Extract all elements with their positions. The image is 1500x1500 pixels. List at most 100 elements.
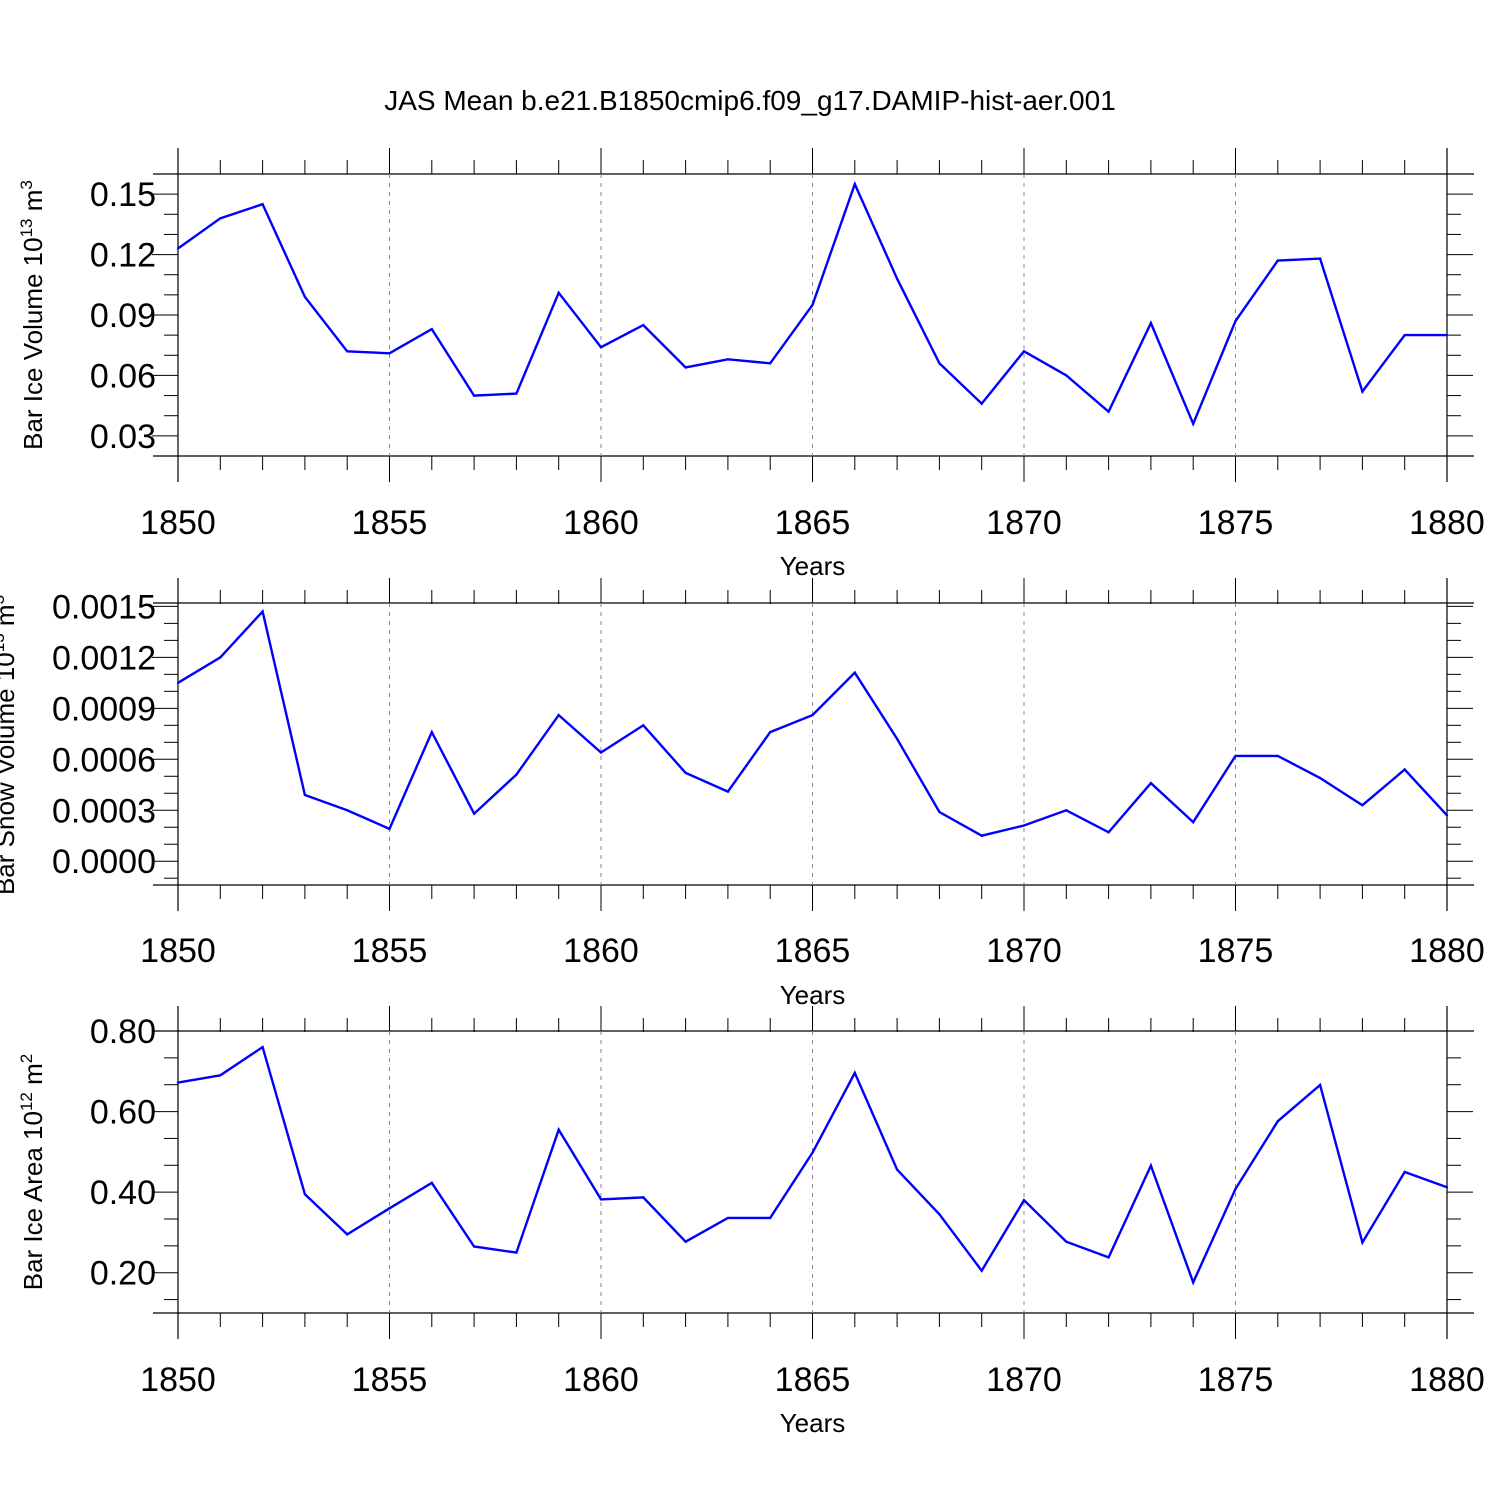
data-point — [1403, 1170, 1406, 1174]
data-point — [853, 671, 856, 674]
y-tick-label: 0.12 — [90, 237, 156, 275]
data-point — [895, 737, 899, 741]
y-tick-label: 0.0015 — [52, 588, 156, 626]
data-point — [980, 1269, 983, 1272]
data-point — [1065, 1240, 1068, 1243]
x-axis-title: Years — [780, 1408, 846, 1438]
data-point — [726, 358, 730, 361]
data-point — [684, 366, 687, 369]
x-tick-label: 1880 — [1409, 1361, 1485, 1399]
x-tick-label: 1875 — [1198, 1361, 1274, 1399]
x-tick-label: 1865 — [775, 1361, 851, 1399]
data-point — [1022, 350, 1026, 353]
x-tick-label: 1870 — [986, 1361, 1062, 1399]
data-point — [811, 1151, 814, 1154]
data-point — [895, 277, 899, 280]
y-tick-label: 0.40 — [90, 1174, 156, 1212]
panel-snow-volume: 1850 1855 1860 1865 1870 1875 1880 Years 0.0000 0… — [0, 578, 1485, 1010]
data-point — [472, 812, 476, 815]
data-point — [346, 350, 349, 353]
panel-ice-area: 1850 1855 1860 1865 1870 1875 1880 Years 0.20 0.4… — [17, 1006, 1485, 1438]
data-point — [1276, 1120, 1280, 1123]
data-point — [642, 323, 645, 327]
x-tick-label: 1875 — [1198, 504, 1274, 542]
data-point — [1192, 1281, 1195, 1284]
data-point — [219, 217, 222, 220]
data-point — [726, 1216, 730, 1220]
data-point — [388, 827, 391, 831]
data-point — [346, 809, 349, 812]
data-point — [853, 1071, 856, 1075]
data-point — [980, 834, 983, 837]
data-point — [1445, 333, 1449, 337]
data-point — [1022, 1199, 1026, 1202]
data-point — [938, 1213, 941, 1216]
data-point — [1192, 820, 1195, 824]
data-point — [557, 1128, 560, 1131]
y-axis-title: Bar Ice Area 1012 m2 — [17, 1054, 48, 1291]
y-tick-label: 0.0006 — [52, 741, 156, 779]
data-point — [684, 1240, 687, 1243]
data-point — [1318, 1083, 1322, 1087]
data-point — [472, 394, 476, 397]
data-point — [261, 610, 264, 613]
data-point — [1234, 754, 1237, 758]
data-point — [726, 790, 730, 793]
data-point — [1276, 259, 1280, 262]
data-point — [938, 362, 941, 365]
data-point — [1445, 814, 1449, 817]
x-tick-label: 1860 — [563, 504, 639, 542]
x-tick-label: 1850 — [140, 1361, 216, 1399]
y-axis-title: Bar Ice Volume 1013 m3 — [17, 180, 48, 450]
data-point — [769, 362, 772, 365]
data-point — [1403, 768, 1406, 771]
data-point — [1107, 831, 1110, 834]
data-point — [684, 771, 687, 775]
data-point — [1234, 1187, 1237, 1191]
data-point — [388, 1207, 391, 1210]
data-point — [1149, 321, 1153, 325]
data-point — [430, 327, 433, 331]
data-point — [430, 1181, 433, 1185]
y-axis-title: Bar Snow Volume 1013 m3 — [0, 595, 20, 895]
data-point — [1403, 333, 1406, 337]
y-tick-label: 0.0003 — [52, 792, 156, 830]
data-point — [515, 392, 518, 395]
data-point — [515, 1251, 518, 1254]
x-tick-label: 1870 — [986, 932, 1062, 970]
data-point — [642, 1196, 645, 1199]
data-point — [219, 656, 222, 659]
data-point — [557, 713, 560, 717]
data-point — [1149, 1164, 1153, 1167]
data-point — [1107, 1256, 1110, 1259]
data-point — [1107, 410, 1110, 413]
data-point — [1276, 754, 1280, 758]
data-point — [1361, 1241, 1364, 1244]
data-point — [1192, 422, 1195, 425]
data-point — [1445, 1186, 1449, 1189]
x-tick-label: 1860 — [563, 1361, 639, 1399]
x-axis-title: Years — [780, 980, 846, 1010]
data-point — [938, 810, 941, 814]
x-tick-label: 1880 — [1409, 932, 1485, 970]
chart-title: JAS Mean b.e21.B1850cmip6.f09_g17.DAMIP-… — [384, 85, 1116, 116]
data-point — [261, 1045, 264, 1049]
y-tick-label: 0.60 — [90, 1094, 156, 1132]
data-point — [599, 751, 603, 754]
data-point — [1022, 824, 1026, 827]
data-point — [853, 182, 856, 186]
x-tick-label: 1865 — [775, 504, 851, 542]
data-point — [811, 303, 814, 307]
y-tick-label: 0.15 — [90, 176, 156, 214]
x-tick-label: 1855 — [352, 1361, 428, 1399]
x-axis-title: Years — [780, 551, 846, 581]
data-point — [472, 1245, 476, 1248]
data-point — [1361, 803, 1364, 807]
x-tick-label: 1880 — [1409, 504, 1485, 542]
data-point — [303, 1192, 307, 1196]
data-point — [1065, 809, 1068, 812]
data-point — [1065, 374, 1068, 377]
x-tick-label: 1855 — [352, 932, 428, 970]
x-tick-label: 1855 — [352, 504, 428, 542]
